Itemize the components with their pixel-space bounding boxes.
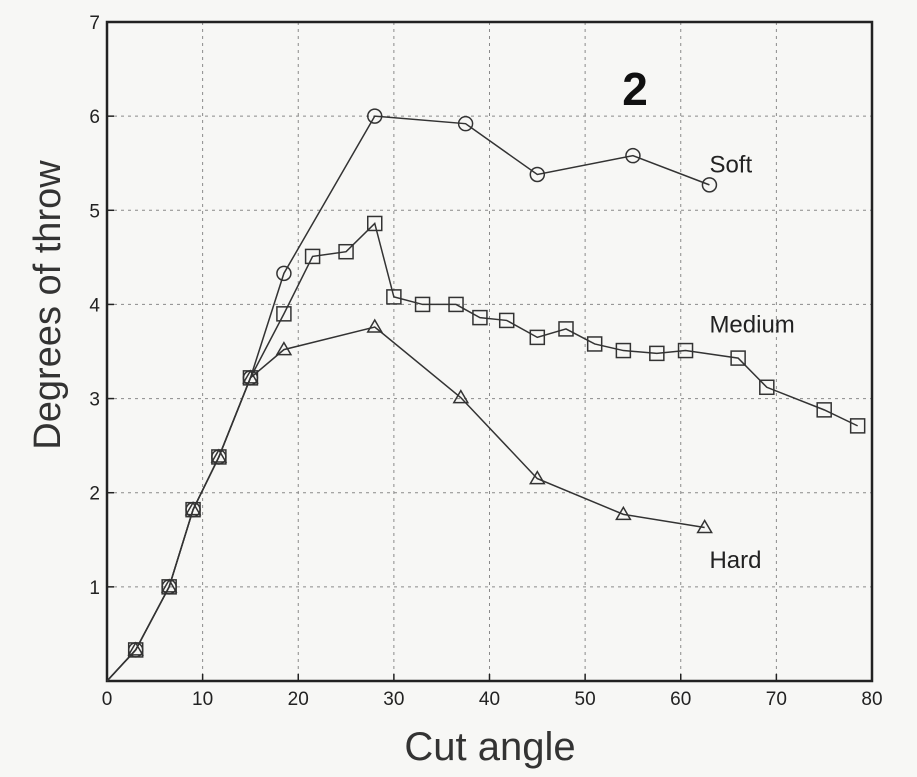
y-tick-label: 7 (89, 13, 100, 34)
point-medium (677, 342, 694, 359)
point-medium (304, 248, 321, 265)
x-tick-label: 10 (192, 689, 213, 710)
point-hard (275, 341, 293, 356)
series-soft (106, 108, 718, 682)
x-tick-label: 70 (766, 689, 787, 710)
x-tick-label: 0 (102, 689, 113, 710)
y-tick-label: 3 (89, 390, 100, 411)
point-medium (730, 350, 746, 366)
x-tick-label: 20 (288, 689, 309, 710)
point-medium (849, 418, 866, 434)
point-medium (586, 336, 603, 352)
point-soft (367, 108, 383, 124)
y-tick-label: 1 (89, 578, 100, 599)
series-hard (106, 318, 713, 682)
point-hard (184, 501, 202, 516)
point-hard (242, 369, 259, 384)
x-axis-title: Cut angle (404, 725, 575, 769)
point-medium (414, 296, 431, 313)
point-hard (615, 505, 632, 521)
point-medium (386, 289, 402, 305)
x-tick-label: 30 (383, 689, 404, 710)
point-medium (529, 329, 546, 346)
point-medium (615, 342, 632, 359)
y-tick-label: 2 (89, 484, 100, 505)
point-soft (529, 166, 546, 183)
point-medium (649, 345, 665, 362)
point-hard (127, 641, 144, 656)
panel-label: 2 (622, 63, 648, 115)
point-hard (452, 389, 470, 404)
series-layer (106, 108, 866, 682)
point-soft (701, 177, 718, 193)
point-soft (457, 115, 474, 132)
point-medium (816, 402, 832, 418)
point-hard (160, 578, 178, 593)
point-medium (558, 321, 574, 337)
series-label-hard: Hard (709, 547, 761, 574)
point-hard (529, 470, 546, 485)
x-axis: 0 10 20 30 40 50 60 70 80 (102, 674, 883, 710)
series-labels: Soft Medium Hard (709, 152, 794, 574)
point-medium (472, 309, 488, 326)
point-hard (696, 519, 713, 534)
x-tick-label: 50 (575, 689, 596, 710)
y-tick-label: 6 (89, 107, 100, 128)
point-soft (625, 147, 641, 164)
series-line-hard (106, 326, 705, 682)
y-tick-label: 4 (89, 295, 100, 316)
point-medium (498, 312, 515, 329)
point-soft (276, 265, 292, 282)
point-medium (759, 379, 775, 396)
x-tick-label: 40 (479, 689, 500, 710)
point-medium (367, 215, 383, 232)
grid (107, 22, 872, 681)
x-tick-label: 60 (670, 689, 691, 710)
point-hard (366, 318, 384, 333)
point-medium (448, 296, 464, 313)
y-tick-label: 5 (89, 201, 100, 222)
series-label-medium: Medium (709, 312, 794, 339)
series-label-soft: Soft (709, 152, 752, 179)
point-medium (276, 306, 292, 322)
point-hard (210, 448, 228, 463)
series-medium (106, 215, 866, 682)
y-axis: 1 2 3 4 5 6 7 (89, 13, 114, 599)
x-tick-label: 80 (861, 689, 882, 710)
y-axis-title: Degrees of throw (27, 160, 69, 450)
point-medium (338, 243, 354, 260)
